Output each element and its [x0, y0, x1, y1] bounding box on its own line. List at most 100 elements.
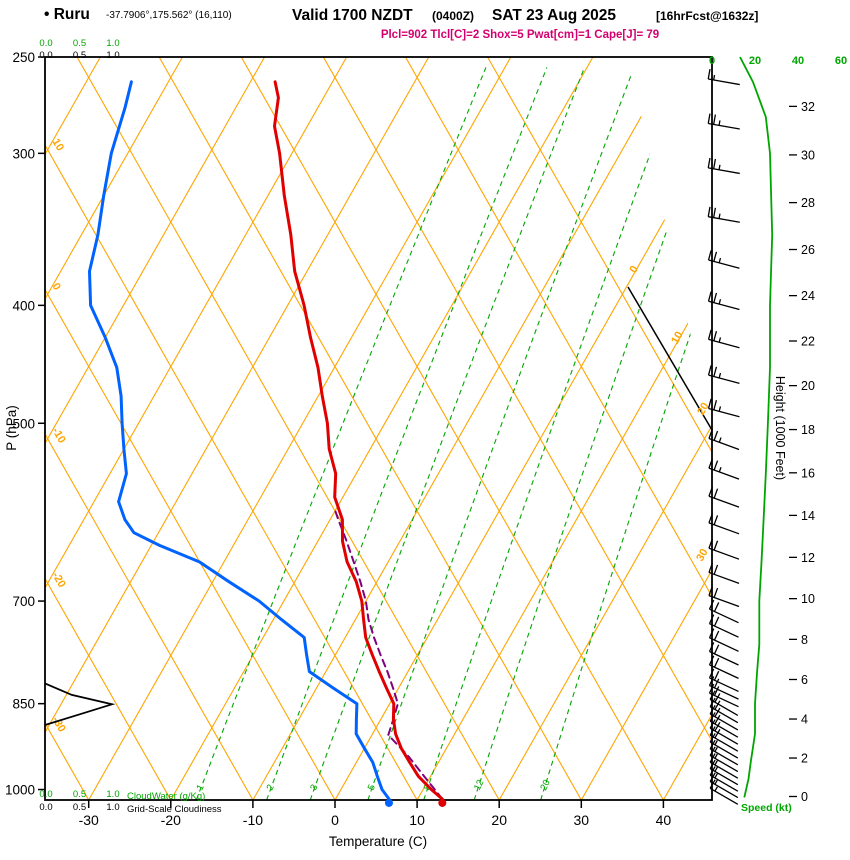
- height-tick-label: 12: [801, 551, 815, 565]
- dewpoint-curve-line: [88, 80, 391, 801]
- isotherm-line: [45, 57, 183, 800]
- wind-barb: [708, 642, 739, 666]
- forecast-info: [16hrFcst@1632z]: [656, 9, 758, 23]
- height-tick-label: 32: [801, 100, 815, 114]
- wind-barb: [709, 779, 739, 805]
- wind-barb: [709, 759, 739, 786]
- height-tick-label: 24: [801, 289, 815, 303]
- frame-rect: [44, 56, 713, 801]
- isotherm-line: [88, 57, 512, 800]
- temp-tick-label: -10: [243, 812, 263, 828]
- station-name: • Ruru: [44, 6, 90, 23]
- height-tick-label: 18: [801, 423, 815, 437]
- wind-barb: [707, 329, 740, 349]
- wind-barb: [708, 562, 740, 585]
- height-tick-label: 26: [801, 243, 815, 257]
- adiabat-label: 10: [49, 137, 66, 154]
- mixing-ratio-label: 20: [538, 778, 552, 792]
- wind-barb: [707, 398, 740, 418]
- mixing-ratio-label: 2: [265, 783, 277, 792]
- mini-scale-value: 0.0: [39, 789, 52, 800]
- wind-barb: [707, 206, 740, 223]
- valid-time: Valid 1700 NZDT: [292, 7, 413, 24]
- wind-barb: [707, 157, 740, 175]
- pressure-ticks: 250 300 400 500 700 850 1000: [5, 50, 45, 798]
- wind-barb: [708, 614, 739, 638]
- mixing-ratio-line: [309, 67, 586, 800]
- adiabat-label: 0: [49, 281, 62, 292]
- height-tick-label: 2: [801, 752, 808, 766]
- mixing-ratio-line: [266, 67, 548, 800]
- cloudwater-scale-top: 0.0 0.5 1.0: [39, 38, 119, 49]
- adiabat-label: -20: [49, 570, 67, 590]
- pressure-tick-label: 700: [12, 594, 35, 609]
- temperature-ticks: -30 -20 -10 0 10 20 30 40: [79, 800, 671, 828]
- height-tick-label: 20: [801, 379, 815, 393]
- mixing-ratio-line: [195, 67, 487, 800]
- isotherm-labels-right: 0 10 20 30: [627, 264, 711, 564]
- valid-zulu: (0400Z): [432, 9, 474, 23]
- chart-generated-layers: 1 2 3 5 8 12 20100-10-20-300102030250300400500…: [5, 38, 847, 828]
- wind-barb: [708, 668, 739, 693]
- mixing-ratio-label: 12: [472, 778, 486, 792]
- speed-tick-label: 60: [835, 55, 847, 67]
- height-tick-label: 30: [801, 148, 815, 162]
- mini-scale-value: 0.5: [73, 50, 86, 61]
- temperature-curve-line: [273, 80, 444, 801]
- isotherm-label: 10: [669, 330, 686, 347]
- pressure-tick-label: 500: [12, 416, 35, 431]
- pressure-tick-label: 850: [12, 697, 35, 712]
- station-coords: -37.7906°,175.562° (16,110): [106, 10, 232, 21]
- wind-barb: [709, 753, 739, 779]
- wind-barb: [708, 458, 740, 480]
- isotherm-line: [45, 57, 430, 800]
- valid-date: SAT 23 Aug 2025: [492, 7, 616, 24]
- pressure-axis-label: P (hPa): [4, 405, 19, 451]
- speed-curve: [739, 56, 774, 798]
- wind-barbs: [707, 69, 740, 805]
- isotherm-line: [580, 57, 712, 800]
- wind-barb: [709, 705, 739, 731]
- height-axis-label: Height (1000 Feet): [773, 376, 787, 480]
- dry-adiabat-line: [45, 57, 172, 800]
- temp-tick-label: -30: [79, 812, 99, 828]
- cloudiness-curve: [44, 682, 116, 726]
- temp-tick-label: 30: [574, 812, 590, 828]
- cloudiness-legend: Grid-Scale Cloudiness: [127, 804, 222, 815]
- wind-barb: [708, 599, 739, 624]
- wind-barb: [708, 486, 740, 508]
- mixing-ratio-line: [540, 67, 712, 800]
- surface-temp-dot: [438, 798, 447, 807]
- pressure-tick-label: 400: [12, 298, 35, 313]
- mini-scale-value: 0.0: [39, 50, 52, 61]
- mixing-ratio-line: [473, 67, 712, 800]
- height-tick-label: 22: [801, 335, 815, 349]
- wind-barb: [709, 739, 739, 766]
- parcel-curve-line: [334, 509, 444, 800]
- mixing-ratio-label: 5: [366, 783, 378, 792]
- speed-line: [739, 56, 774, 798]
- isotherm-line: [498, 57, 712, 800]
- isotherm-lines: [45, 57, 712, 800]
- wind-barb: [708, 676, 739, 700]
- temperature-curve: [273, 80, 444, 801]
- adiabat-labels-left: 10 0 -10 -20 -30: [49, 137, 67, 735]
- wind-barb: [708, 628, 739, 652]
- dry-adiabat-line: [45, 57, 418, 800]
- wind-barb: [709, 712, 739, 738]
- isotherm-line: [334, 57, 712, 800]
- dry-adiabat-line: [322, 57, 712, 800]
- dewpoint-curve: [88, 80, 391, 801]
- dry-adiabat-line: [404, 57, 712, 800]
- mixing-ratio-label: 3: [308, 783, 320, 792]
- temp-tick-label: 20: [491, 812, 507, 828]
- pressure-tick-label: 1000: [5, 783, 35, 798]
- wind-barb: [709, 719, 739, 745]
- wind-barb: [709, 733, 739, 759]
- wind-barb: [707, 113, 740, 130]
- wind-barb: [707, 291, 740, 311]
- height-tick-label: 4: [801, 713, 808, 727]
- isotherm-line: [170, 57, 594, 800]
- isotherm-line: [45, 57, 266, 800]
- speed-tick-label: 40: [792, 55, 804, 67]
